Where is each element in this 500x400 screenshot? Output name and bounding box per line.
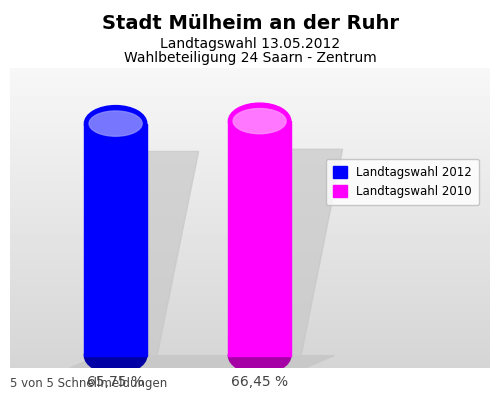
Ellipse shape bbox=[233, 108, 286, 134]
Text: Landtagswahl 13.05.2012: Landtagswahl 13.05.2012 bbox=[160, 37, 340, 51]
Text: 65,75 %: 65,75 % bbox=[87, 375, 144, 389]
Text: Wahlbeteiligung 24 Saarn - Zentrum: Wahlbeteiligung 24 Saarn - Zentrum bbox=[124, 51, 376, 65]
Ellipse shape bbox=[228, 338, 291, 374]
Bar bbox=[84, 124, 147, 356]
Text: Stadt Mülheim an der Ruhr: Stadt Mülheim an der Ruhr bbox=[102, 14, 399, 33]
Polygon shape bbox=[239, 149, 343, 356]
Ellipse shape bbox=[228, 103, 291, 139]
Text: 66,45 %: 66,45 % bbox=[231, 375, 288, 389]
Ellipse shape bbox=[84, 106, 147, 142]
Ellipse shape bbox=[84, 338, 147, 374]
Ellipse shape bbox=[89, 111, 142, 136]
Text: 5 von 5 Schnellmeldungen: 5 von 5 Schnellmeldungen bbox=[10, 377, 167, 390]
Polygon shape bbox=[70, 356, 334, 368]
Polygon shape bbox=[95, 152, 198, 356]
Legend: Landtagswahl 2012, Landtagswahl 2010: Landtagswahl 2012, Landtagswahl 2010 bbox=[326, 159, 480, 205]
Bar bbox=[228, 121, 291, 356]
